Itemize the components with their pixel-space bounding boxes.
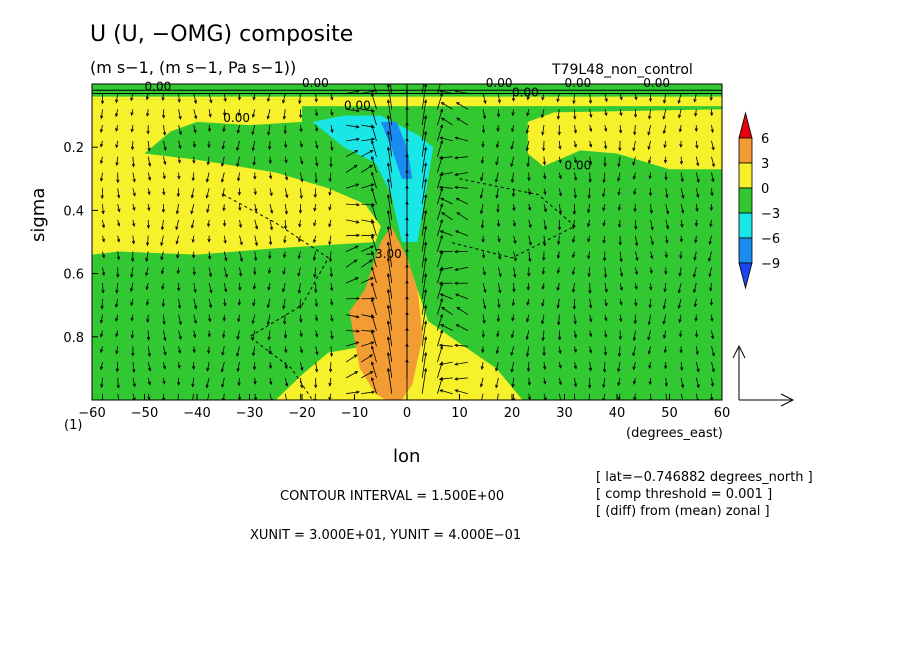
contour-label: 0.00 xyxy=(145,79,172,93)
reference-vector xyxy=(732,344,795,407)
contour-lines xyxy=(92,89,722,400)
colorbar-label: 3 xyxy=(761,157,769,172)
x-tick-label: 0 xyxy=(403,406,411,421)
x-tick-label: 40 xyxy=(609,406,626,421)
contour-label: 0.00 xyxy=(223,111,250,125)
x-axis-label: lon xyxy=(393,446,421,467)
colorbar: 6 3 0 −3 −6 −9 xyxy=(738,111,780,290)
contour-label: 0.00 xyxy=(643,76,670,90)
contour-east-neg xyxy=(448,178,576,259)
colorbar-segment xyxy=(738,162,753,189)
region-orange-core xyxy=(349,226,423,400)
x-tick-label: −50 xyxy=(131,406,158,421)
lat-info: [ lat=−0.746882 degrees_north ] xyxy=(596,470,813,485)
colorbar-segment xyxy=(738,262,753,290)
y-axis-label: sigma xyxy=(28,187,49,242)
region-western-lower-negative xyxy=(92,279,313,400)
colorbar-label: 0 xyxy=(761,182,769,197)
x-axis-ticks: −60 −50 −40 −30 −20 −10 0 10 20 30 40 50 60 xyxy=(78,394,730,421)
x-tick-label: 60 xyxy=(714,406,731,421)
contour-label: 0.00 xyxy=(512,86,539,100)
x-tick-label: 50 xyxy=(661,406,678,421)
x-tick-label: −20 xyxy=(288,406,315,421)
contour-interval: CONTOUR INTERVAL = 1.500E+00 xyxy=(280,489,505,504)
colorbar-segment xyxy=(738,212,753,239)
colorbar-label: −9 xyxy=(761,257,780,272)
x-tick-label: −60 xyxy=(78,406,105,421)
contour-label: 0.00 xyxy=(565,158,592,172)
contour-labels: 0.00 0.00 0.00 0.000.000.000.000.000.00−3.0… xyxy=(145,76,671,261)
x-tick-label: −10 xyxy=(341,406,368,421)
colorbar-segment xyxy=(738,137,753,164)
run-name: T79L48_non_control xyxy=(552,62,693,78)
y-tick-label: 0.8 xyxy=(63,331,84,346)
chart-title: U (U, −OMG) composite xyxy=(90,22,354,47)
x-tick-label: 10 xyxy=(451,406,468,421)
y-axis-ticks: 0.2 0.4 0.6 0.8 xyxy=(63,141,98,346)
colorbar-label: 6 xyxy=(761,132,769,147)
contour-label: 0.00 xyxy=(302,76,329,90)
contour-label: 0.00 xyxy=(344,98,371,112)
x-tick-label: 20 xyxy=(504,406,521,421)
colorbar-segment xyxy=(738,187,753,214)
unit-info: XUNIT = 3.000E+01, YUNIT = 4.000E−01 xyxy=(250,528,522,543)
threshold-info: [ comp threshold = 0.001 ] xyxy=(596,487,773,502)
y-tick-label: 0.6 xyxy=(63,268,84,283)
x-tick-label: −40 xyxy=(183,406,210,421)
colorbar-segment xyxy=(738,111,753,139)
x-tick-label: 30 xyxy=(556,406,573,421)
contour-label: −3.00 xyxy=(365,247,402,261)
index-label: (1) xyxy=(64,418,83,433)
contour-label: 0.00 xyxy=(565,76,592,90)
y-tick-label: 0.2 xyxy=(63,141,84,156)
colorbar-label: −3 xyxy=(761,207,780,222)
contour-west-neg xyxy=(223,194,329,400)
diff-info: [ (diff) from (mean) zonal ] xyxy=(596,504,770,519)
chart-subtitle: (m s−1, (m s−1, Pa s−1)) xyxy=(90,58,297,77)
colorbar-label: −6 xyxy=(761,232,780,247)
colorbar-segment xyxy=(738,237,753,264)
region-eastern-positive xyxy=(527,109,722,170)
x-axis-units: (degrees_east) xyxy=(626,426,723,441)
contour-label: 0.00 xyxy=(486,76,513,90)
y-tick-label: 0.4 xyxy=(63,204,84,219)
x-tick-label: −30 xyxy=(236,406,263,421)
wind-vectors xyxy=(99,84,715,400)
region-western-positive xyxy=(92,99,381,255)
